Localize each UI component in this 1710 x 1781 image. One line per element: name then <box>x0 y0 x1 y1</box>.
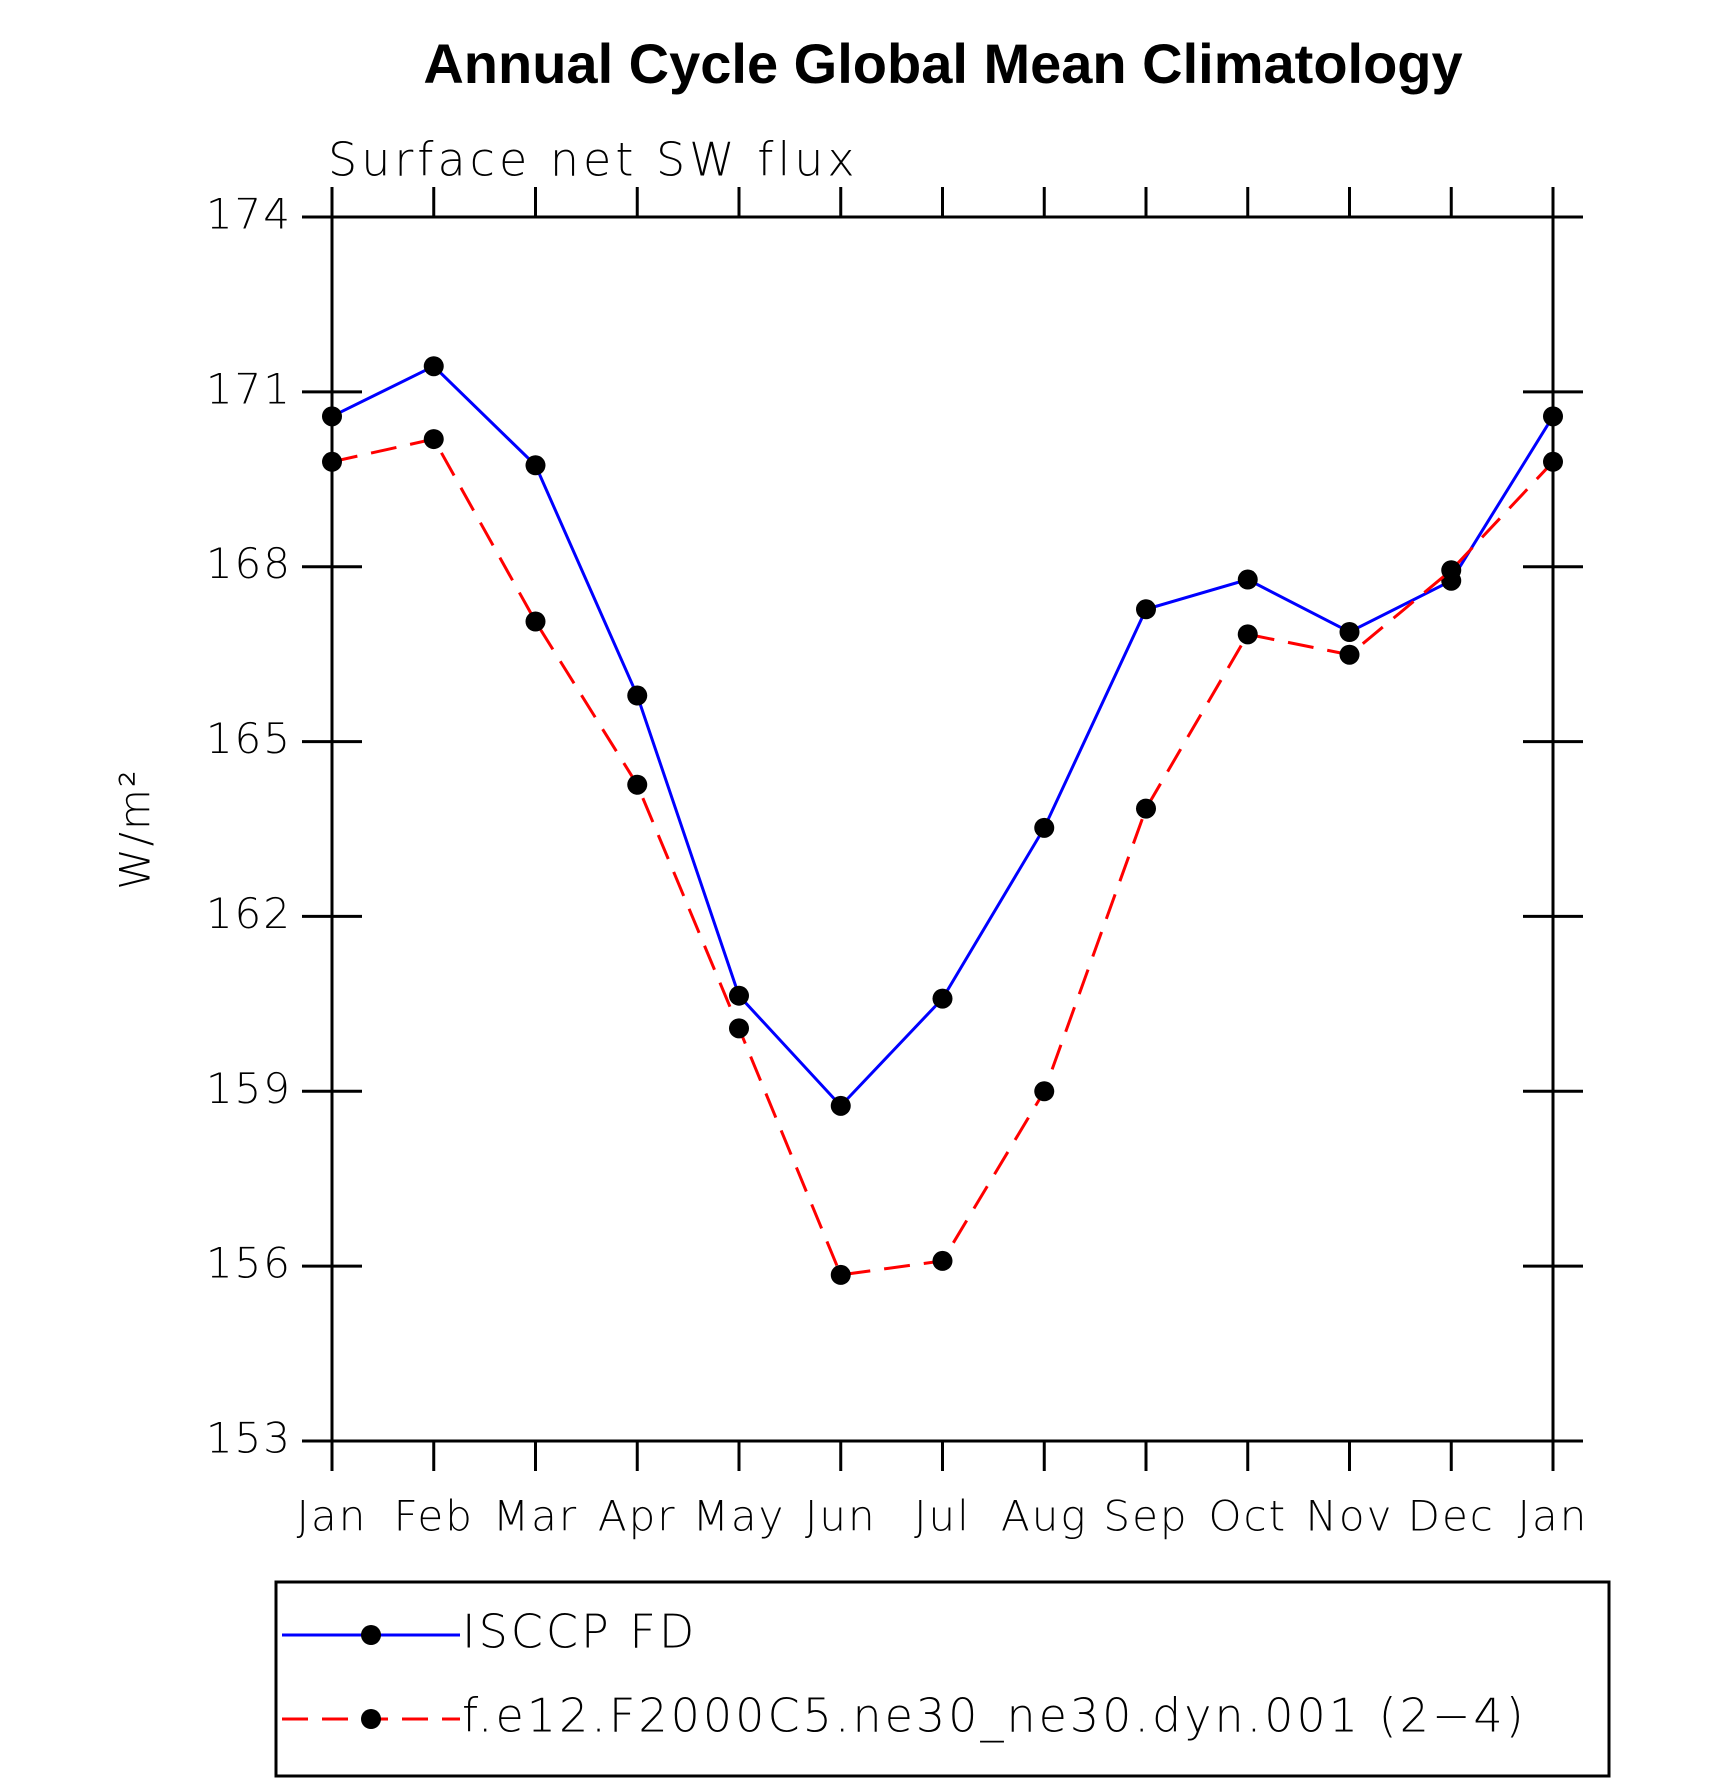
series-point <box>525 611 546 632</box>
series-point <box>932 1250 953 1271</box>
x-tick-label: Sep <box>1103 1492 1188 1541</box>
series-point <box>830 1095 851 1116</box>
x-tick-label: Aug <box>1001 1492 1088 1541</box>
series-point <box>627 774 648 795</box>
x-tick-label: Jun <box>805 1492 877 1541</box>
y-tick-label: 162 <box>206 889 292 938</box>
series-point <box>423 429 444 450</box>
series-line <box>331 437 1555 1277</box>
x-tick-label: Jul <box>914 1492 971 1541</box>
series-point <box>1136 599 1156 620</box>
series-point <box>1543 451 1563 472</box>
x-tick-label: Jan <box>1518 1492 1589 1541</box>
y-tick-label: 153 <box>206 1414 292 1463</box>
x-tick-label: Dec <box>1408 1492 1495 1541</box>
x-tick-label: Oct <box>1208 1492 1287 1541</box>
series-point <box>729 985 749 1006</box>
series-point <box>423 356 444 377</box>
series-point <box>729 1018 749 1039</box>
series-point <box>1237 624 1258 645</box>
x-tick-label: May <box>693 1492 786 1541</box>
y-tick-label: 168 <box>206 539 292 588</box>
legend-label: f.e12.F2000C5.ne30_ne30.dyn.001 (2−4) <box>462 1689 1527 1743</box>
chart-subtitle: Surface net SW flux <box>328 133 859 187</box>
series-point <box>1034 1081 1055 1102</box>
y-tick-label: 171 <box>206 364 292 413</box>
x-tick-label: Nov <box>1306 1492 1394 1541</box>
series-point <box>932 988 953 1009</box>
series-point <box>1237 569 1258 590</box>
series-point <box>830 1264 851 1285</box>
series-point <box>322 451 342 472</box>
legend-box <box>274 1580 1611 1778</box>
series-point <box>525 455 546 476</box>
series-point <box>1339 621 1360 642</box>
series-point <box>1441 560 1462 581</box>
series-point <box>1136 798 1156 819</box>
legend-dot <box>361 1709 381 1729</box>
y-tick-label: 174 <box>206 190 292 239</box>
y-tick-label: 156 <box>206 1239 292 1288</box>
chart-title: Annual Cycle Global Mean Climatology <box>423 32 1462 95</box>
x-tick-label: Apr <box>598 1492 677 1541</box>
series-point <box>1034 817 1055 838</box>
series-point <box>322 406 342 427</box>
y-tick-label: 165 <box>206 714 292 763</box>
series-point <box>627 685 648 706</box>
series-point <box>1543 406 1563 427</box>
y-tick-label: 159 <box>206 1064 292 1113</box>
legend-dot <box>361 1625 381 1645</box>
series-point <box>1339 644 1360 665</box>
x-tick-label: Feb <box>394 1492 474 1541</box>
y-axis-label: W/m² <box>111 768 160 889</box>
legend-label: ISCCP FD <box>462 1605 697 1659</box>
x-tick-label: Mar <box>493 1492 578 1541</box>
x-tick-label: Jan <box>297 1492 368 1541</box>
